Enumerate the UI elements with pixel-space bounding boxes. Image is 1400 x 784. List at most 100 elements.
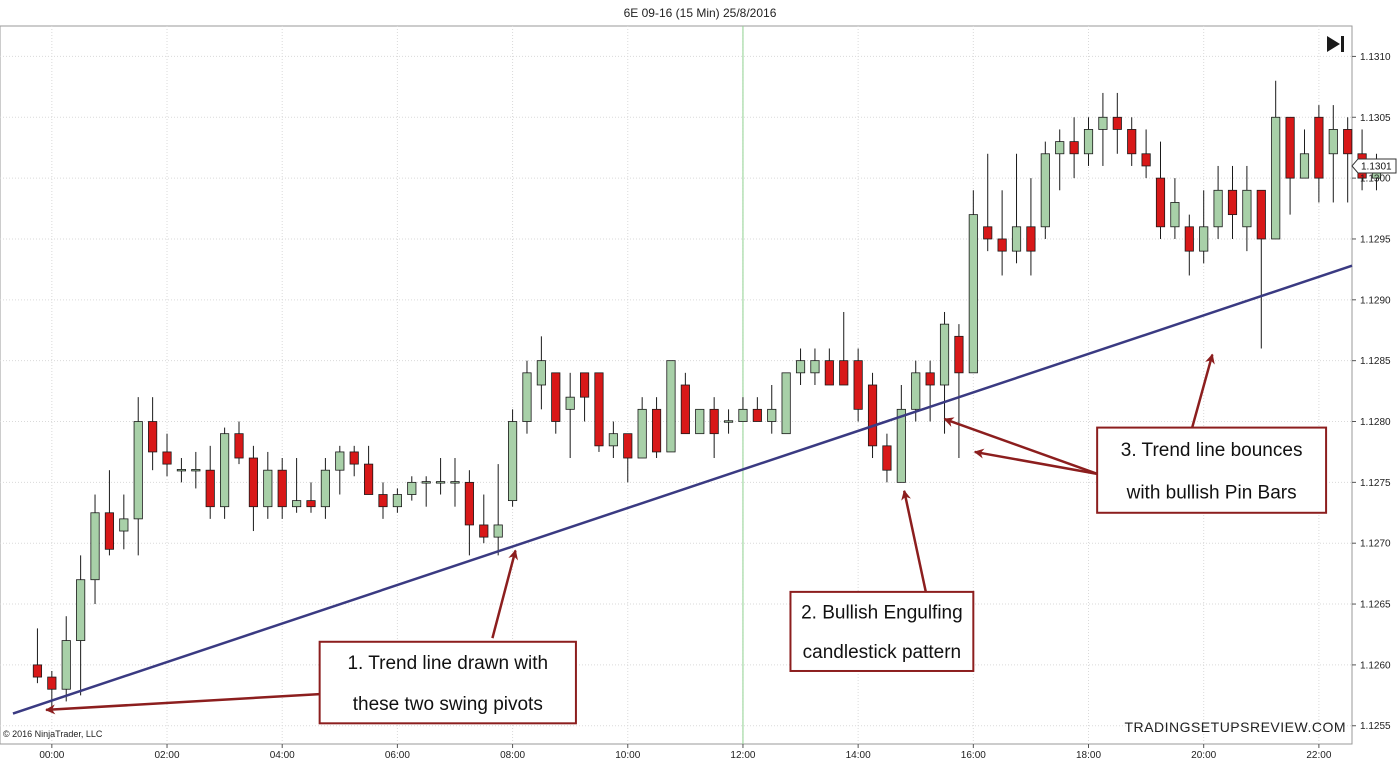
copyright: © 2016 NinjaTrader, LLC xyxy=(3,729,103,739)
candle xyxy=(1141,129,1151,179)
candle-body xyxy=(925,372,935,386)
candle-body xyxy=(32,664,43,678)
candle xyxy=(205,445,215,519)
candle-body xyxy=(695,408,705,435)
candle xyxy=(1112,92,1122,154)
annotation-text: with bullish Pin Bars xyxy=(1126,482,1297,503)
candle-body xyxy=(234,433,244,459)
annotation-3: 3. Trend line bounces with bullish Pin Ba… xyxy=(943,353,1328,514)
annotation-arrow xyxy=(901,489,928,593)
candle xyxy=(680,372,690,435)
candle xyxy=(867,372,878,459)
watermark: TRADINGSETUPSREVIEW.COM xyxy=(1124,719,1346,735)
candle-body xyxy=(579,372,590,398)
time-tick-label: 00:00 xyxy=(39,750,64,761)
candle xyxy=(335,445,345,495)
annotation-1: 1. Trend line drawn with these two swing … xyxy=(45,549,577,725)
trend-line xyxy=(12,264,1353,715)
price-tick-label: 1.1290 xyxy=(1360,295,1391,306)
candle xyxy=(1213,165,1223,239)
candle xyxy=(637,397,647,459)
candle xyxy=(32,628,43,684)
candle-body xyxy=(1112,116,1122,130)
grid xyxy=(0,26,1352,744)
candle xyxy=(983,153,993,252)
candle-body xyxy=(1127,129,1137,155)
candle-body xyxy=(666,360,676,453)
candle xyxy=(781,372,791,435)
candle xyxy=(306,482,316,513)
candle-body xyxy=(220,433,230,508)
candle-body xyxy=(1098,116,1108,130)
candle xyxy=(839,311,849,386)
time-axis: 00:00 02:00 04:00 06:00 08:00 10:00 12:00 14:00… xyxy=(39,744,1332,761)
candle xyxy=(1328,105,1338,203)
annotation-text: these two swing pivots xyxy=(353,694,543,715)
candle-body xyxy=(378,494,388,508)
candle xyxy=(954,324,964,459)
candle-body xyxy=(1040,153,1050,228)
candle xyxy=(1285,116,1295,215)
trendline-layer xyxy=(12,264,1353,715)
candles xyxy=(32,80,1382,708)
price-axis: 1.1255 1.1260 1.1265 1.1270 1.1275 1.1280 1.12… xyxy=(1352,52,1391,732)
candle xyxy=(853,348,863,422)
candle xyxy=(709,397,719,459)
candle-body xyxy=(983,226,993,240)
price-tick-label: 1.1260 xyxy=(1360,660,1391,671)
candle xyxy=(1242,165,1252,252)
candle xyxy=(248,445,258,532)
candle xyxy=(536,336,546,410)
candle-body xyxy=(191,469,201,472)
candle-body xyxy=(450,481,460,484)
candle-body xyxy=(1328,129,1338,155)
candle xyxy=(1026,178,1036,276)
candle xyxy=(579,372,590,422)
time-tick-label: 04:00 xyxy=(270,750,295,761)
candle xyxy=(349,445,359,477)
candle-body xyxy=(90,512,100,581)
candle-body xyxy=(565,396,575,410)
candle-body xyxy=(176,469,186,472)
candle xyxy=(1271,80,1281,240)
candle-body xyxy=(896,408,906,483)
candle-body xyxy=(637,408,647,459)
candle-body xyxy=(119,518,129,532)
candle xyxy=(450,458,460,507)
candle xyxy=(1199,190,1209,264)
candle-body xyxy=(1055,141,1065,155)
candle-body xyxy=(709,408,719,435)
annotation-text: 3. Trend line bounces xyxy=(1121,440,1303,461)
candle-body xyxy=(824,360,834,386)
candle xyxy=(896,385,906,483)
candle xyxy=(594,372,604,452)
candle xyxy=(277,458,287,519)
candle-body xyxy=(882,445,892,471)
annotation-arrow xyxy=(45,692,320,715)
candle-body xyxy=(292,500,302,508)
go-to-end-button[interactable] xyxy=(1327,36,1344,52)
candle xyxy=(176,458,186,483)
candle xyxy=(968,190,978,374)
candle-body xyxy=(508,421,518,502)
candle xyxy=(76,555,86,696)
price-tick-label: 1.1295 xyxy=(1360,234,1391,245)
candle-body xyxy=(522,372,532,422)
annotation-arrow xyxy=(943,417,1098,476)
candle xyxy=(1170,178,1180,239)
annotation-box xyxy=(318,640,577,725)
candle xyxy=(364,445,374,495)
candle xyxy=(1155,141,1166,239)
candle xyxy=(1227,165,1238,239)
candle-body xyxy=(479,524,489,538)
candle xyxy=(522,360,532,434)
candle-body xyxy=(1256,189,1266,240)
candle xyxy=(292,458,302,513)
candle-body xyxy=(392,494,402,508)
candle xyxy=(133,397,143,556)
candle-body xyxy=(1026,226,1036,252)
candle xyxy=(1184,214,1194,276)
candle xyxy=(191,451,201,489)
candle xyxy=(1127,117,1137,166)
time-tick-label: 12:00 xyxy=(730,750,755,761)
